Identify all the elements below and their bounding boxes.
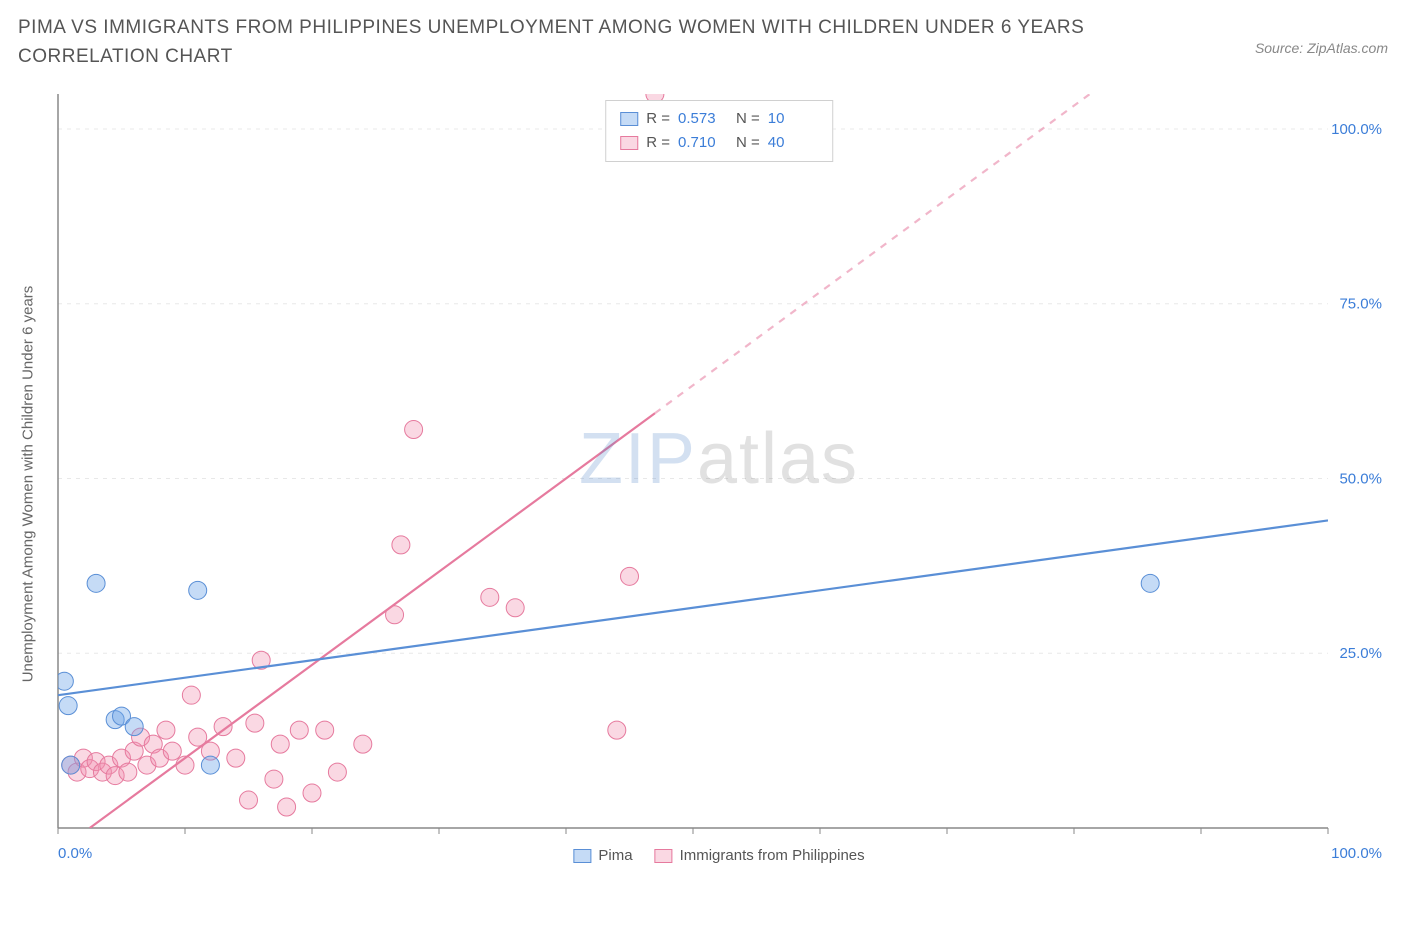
swatch-philippines [655, 849, 673, 863]
svg-text:50.0%: 50.0% [1339, 470, 1382, 487]
legend-item-pima: Pima [573, 847, 632, 864]
scatter-plot-svg: 25.0% 50.0% 75.0% 100.0% 0.0% 100.0% [50, 86, 1388, 864]
chart-header: PIMA VS IMMIGRANTS FROM PHILIPPINES UNEM… [0, 0, 1406, 75]
plot-area: 25.0%50.0%75.0%100.0%0.0%100.0% ZIPatlas… [50, 86, 1388, 864]
y-axis-label: Unemployment Among Women with Children U… [20, 286, 37, 683]
stats-row-philippines: R = 0.710 N = 40 [620, 131, 818, 155]
stat-r-pima: 0.573 [678, 107, 728, 131]
stat-n-philippines: 40 [768, 131, 818, 155]
source-attribution: Source: ZipAtlas.com [1255, 40, 1388, 56]
legend-item-philippines: Immigrants from Philippines [655, 847, 865, 864]
stats-row-pima: R = 0.573 N = 10 [620, 107, 818, 131]
chart-title: PIMA VS IMMIGRANTS FROM PHILIPPINES UNEM… [18, 14, 1168, 71]
svg-text:0.0%: 0.0% [58, 845, 92, 862]
svg-text:100.0%: 100.0% [1331, 121, 1382, 138]
svg-text:25.0%: 25.0% [1339, 645, 1382, 662]
swatch-pima [573, 849, 591, 863]
stat-r-label: R = [646, 131, 670, 155]
stat-r-philippines: 0.710 [678, 131, 728, 155]
stat-n-label: N = [736, 107, 760, 131]
stat-n-pima: 10 [768, 107, 818, 131]
swatch-pima [620, 112, 638, 126]
legend-label-pima: Pima [598, 847, 632, 864]
svg-text:75.0%: 75.0% [1339, 296, 1382, 313]
chart-container: Unemployment Among Women with Children U… [0, 74, 1406, 894]
stat-r-label: R = [646, 107, 670, 131]
stats-legend-box: R = 0.573 N = 10 R = 0.710 N = 40 [605, 100, 833, 162]
stat-n-label: N = [736, 131, 760, 155]
legend-label-philippines: Immigrants from Philippines [680, 847, 865, 864]
bottom-legend: Pima Immigrants from Philippines [573, 847, 864, 864]
svg-text:100.0%: 100.0% [1331, 845, 1382, 862]
swatch-philippines [620, 136, 638, 150]
